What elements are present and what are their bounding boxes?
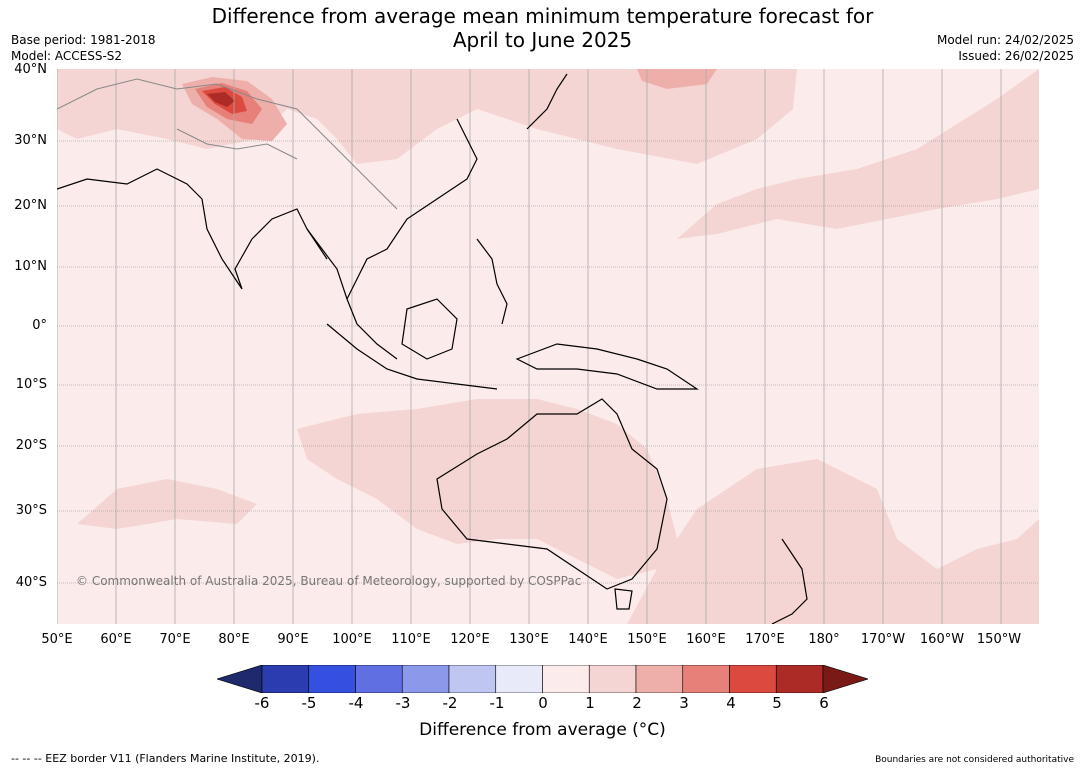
coast-borneo (401, 298, 458, 360)
lon-label-160w: 160°W (919, 632, 965, 647)
colorbar-segment (588, 665, 637, 693)
colorbar-tick: -6 (254, 694, 270, 712)
lon-label-70e: 70°E (159, 632, 191, 647)
map-title: Difference from average mean minimum tem… (0, 4, 1085, 52)
colorbar-extend-low (217, 665, 263, 693)
colorbar-segment (261, 665, 310, 693)
lon-label-150w: 150°W (976, 632, 1022, 647)
colorbar-segment (308, 665, 356, 693)
anomaly-shading (57, 69, 1039, 624)
colorbar-svg (217, 665, 868, 693)
colorbar-tick: 3 (679, 694, 689, 712)
colorbar-tick: 0 (538, 694, 548, 712)
lat-label-40n: 40°N (14, 62, 47, 77)
forecast-map[interactable]: © Commonwealth of Australia 2025, Bureau… (57, 69, 1039, 624)
coast-tasmania (614, 588, 633, 610)
colorbar-tick: 1 (585, 694, 595, 712)
lon-label-100e: 100°E (332, 632, 372, 647)
lon-label-120e: 120°E (450, 632, 490, 647)
coast-australia (436, 398, 668, 590)
lon-label-90e: 90°E (277, 632, 309, 647)
lat-label-30s: 30°S (15, 503, 47, 518)
borders (57, 78, 398, 210)
coast-southeast-asia (306, 118, 478, 360)
coast-japan (526, 73, 568, 130)
coast-philippines (476, 238, 508, 325)
lon-label-130e: 130°E (509, 632, 549, 647)
lat-label-20n: 20°N (14, 198, 47, 213)
meta-left: Base period: 1981-2018 Model: ACCESS-S2 (11, 32, 156, 64)
lat-label-10n: 10°N (14, 259, 47, 274)
anomaly-region-north-pacific-2-3 (637, 69, 717, 89)
colorbar-tick: -4 (348, 694, 364, 712)
colorbar-segment (682, 665, 730, 693)
colorbar-segment (495, 665, 543, 693)
lon-label-60e: 60°E (100, 632, 132, 647)
colorbar-segment (775, 665, 824, 693)
colorbar-tick: -5 (301, 694, 317, 712)
lon-label-140e: 140°E (568, 632, 608, 647)
colorbar-segment (542, 665, 590, 693)
coast-new-guinea (515, 343, 699, 390)
anomaly-region-himalaya-5-6 (207, 92, 235, 107)
coast-new-zealand (771, 538, 808, 624)
graticule (57, 140, 1039, 584)
lon-label-160e: 160°E (686, 632, 726, 647)
base-period: Base period: 1981-2018 (11, 33, 156, 47)
lat-label-10s: 10°S (15, 377, 47, 392)
issued-date: Issued: 26/02/2025 (958, 49, 1074, 63)
anomaly-region-south-pacific (627, 459, 1039, 624)
lon-label-80e: 80°E (218, 632, 250, 647)
map-canvas (57, 69, 1039, 624)
model-run: Model run: 24/02/2025 (936, 33, 1074, 47)
lat-label-20s: 20°S (15, 438, 47, 453)
colorbar-tick: 6 (819, 694, 829, 712)
coast-india (57, 168, 328, 290)
lon-label-180: 180° (808, 632, 840, 647)
model-name: Model: ACCESS-S2 (11, 49, 123, 63)
lat-label-40s: 40°S (15, 575, 47, 590)
colorbar-segment (355, 665, 403, 693)
anomaly-region-australia (297, 399, 677, 579)
colorbar-tick: 2 (632, 694, 642, 712)
lat-label-30n: 30°N (14, 133, 47, 148)
colorbar-tick: 4 (726, 694, 736, 712)
lon-label-170e: 170°E (745, 632, 785, 647)
boundaries-disclaimer: Boundaries are not considered authoritat… (875, 755, 1074, 765)
colorbar-segment (448, 665, 497, 693)
anomaly-region-north-pacific (677, 69, 1039, 239)
copyright-notice: © Commonwealth of Australia 2025, Bureau… (76, 574, 582, 588)
lon-label-170w: 170°W (860, 632, 906, 647)
colorbar-extend-high (822, 665, 868, 693)
lat-label-0: 0° (32, 318, 47, 333)
colorbar-tick: -2 (442, 694, 458, 712)
colorbar (217, 665, 868, 693)
colorbar-segment (635, 665, 684, 693)
anomaly-region-south-indian (77, 479, 257, 529)
colorbar-ticks: -6 -5 -4 -3 -2 -1 0 1 2 3 4 5 6 (0, 694, 1085, 714)
lon-label-110e: 110°E (391, 632, 431, 647)
coast-sumatra-java (326, 323, 498, 390)
colorbar-label: Difference from average (°C) (419, 720, 666, 740)
meridians (57, 69, 1002, 624)
colorbar-segment (729, 665, 777, 693)
lon-label-150e: 150°E (627, 632, 667, 647)
colorbar-tick: -3 (395, 694, 411, 712)
meta-right: Model run: 24/02/2025 Issued: 26/02/2025 (937, 32, 1074, 64)
title-line-2: April to June 2025 (452, 28, 633, 52)
title-line-1: Difference from average mean minimum tem… (211, 4, 874, 28)
colorbar-tick: -1 (489, 694, 505, 712)
colorbar-tick: 5 (772, 694, 782, 712)
coastlines (57, 73, 808, 624)
eez-footnote: -- -- -- EEZ border V11 (Flanders Marine… (11, 752, 320, 765)
colorbar-segment (401, 665, 450, 693)
lon-label-50e: 50°E (41, 632, 73, 647)
